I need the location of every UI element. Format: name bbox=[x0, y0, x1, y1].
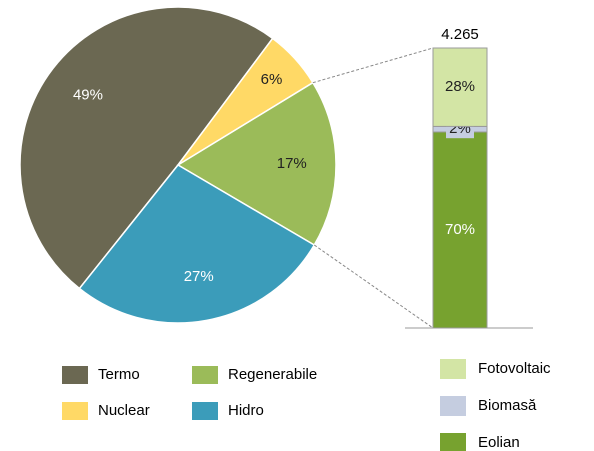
pie-slice bbox=[176, 81, 337, 247]
connector bbox=[312, 47, 434, 84]
data-label: 17% bbox=[277, 155, 307, 172]
legend-swatch bbox=[62, 402, 88, 420]
data-label: 49% bbox=[73, 86, 103, 103]
legend-label: Regenerabile bbox=[228, 366, 317, 383]
legend-label: Hidro bbox=[228, 402, 264, 419]
legend-label: Termo bbox=[98, 366, 140, 383]
bar-segment bbox=[432, 47, 488, 127]
legend-label: Nuclear bbox=[98, 402, 150, 419]
legend-swatch bbox=[440, 359, 466, 379]
total-label: 4.265 bbox=[441, 26, 479, 43]
data-label: 28% bbox=[445, 78, 475, 95]
connector bbox=[313, 244, 434, 329]
data-label: 6% bbox=[261, 71, 283, 88]
data-label: 70% bbox=[445, 221, 475, 238]
legend-swatch bbox=[192, 366, 218, 384]
data-label: 27% bbox=[184, 268, 214, 285]
pie-slice bbox=[78, 164, 316, 324]
pie-slice bbox=[19, 6, 274, 290]
legend-label: Eolian bbox=[478, 434, 520, 451]
legend-label: Fotovoltaic bbox=[478, 360, 551, 377]
legend-swatch bbox=[440, 396, 466, 416]
legend-label: Biomasă bbox=[478, 397, 537, 414]
legend-swatch bbox=[192, 402, 218, 420]
legend-swatch bbox=[62, 366, 88, 384]
legend-swatch bbox=[440, 433, 466, 451]
